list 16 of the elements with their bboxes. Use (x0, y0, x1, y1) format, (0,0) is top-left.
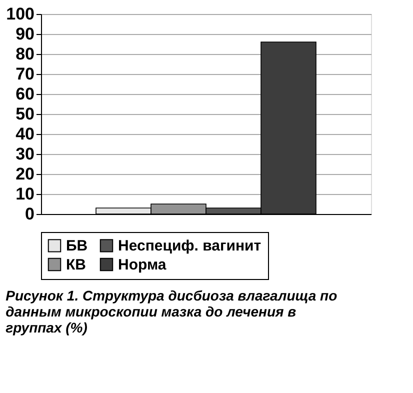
y-tick-label: 90 (16, 24, 34, 44)
y-tick-label: 10 (16, 184, 34, 204)
y-tick-label: 30 (16, 144, 34, 164)
legend-label: Норма (118, 256, 167, 274)
legend-label: Неспециф. вагинит (118, 238, 262, 255)
y-tick-label: 0 (25, 204, 34, 224)
y-tick-label: 100 (6, 4, 34, 24)
legend-label: КВ (66, 256, 86, 274)
y-tick-label: 50 (16, 104, 34, 124)
text: Рисунок 1. Структура дисбиоза влагалища по данным микроскопии мазка до лечения в группах (%) (6, 288, 338, 336)
y-tick-label: 70 (16, 64, 34, 84)
y-tick-label: 60 (16, 84, 34, 104)
y-tick-label: 20 (16, 164, 34, 184)
y-tick-label: 80 (16, 44, 34, 64)
legend-label: БВ (66, 238, 88, 255)
y-tick-label: 40 (16, 124, 34, 144)
